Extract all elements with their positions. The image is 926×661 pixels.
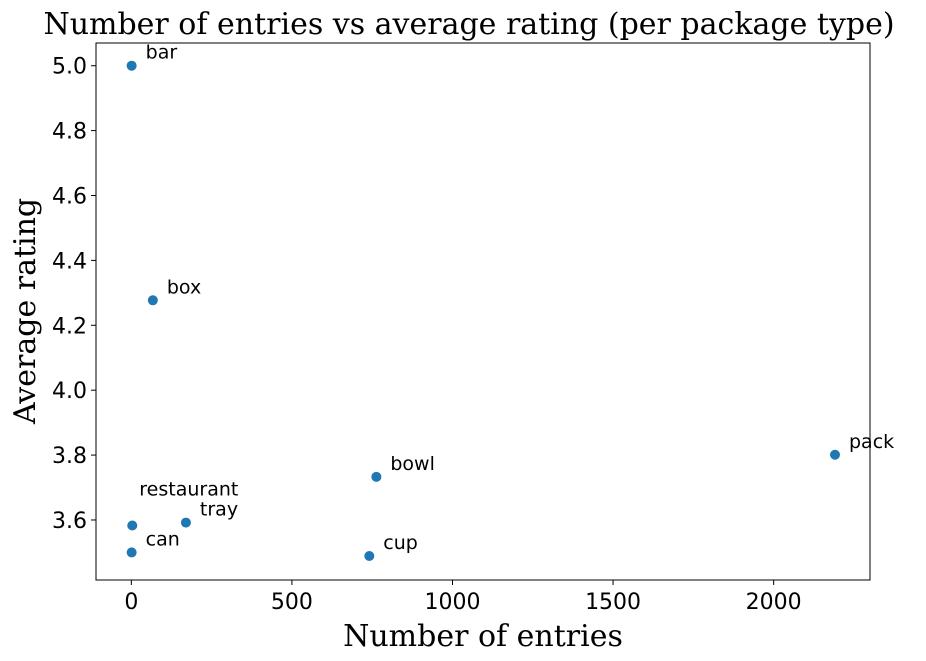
x-tick-label: 2000 bbox=[746, 590, 802, 615]
point-label-bowl: bowl bbox=[390, 453, 435, 475]
y-tick-label: 4.8 bbox=[52, 120, 87, 145]
scatter-point-box bbox=[147, 295, 158, 306]
y-tick-label: 3.6 bbox=[52, 509, 87, 534]
y-tick-label: 4.4 bbox=[52, 249, 87, 274]
scatter-point-tray bbox=[180, 517, 191, 528]
point-label-restaurant: restaurant bbox=[139, 478, 238, 500]
point-label-pack: pack bbox=[849, 431, 894, 453]
y-axis-ticks: 3.6 3.8 4.0 4.2 4.4 4.6 4.8 5.0 bbox=[52, 55, 96, 534]
point-label-box: box bbox=[167, 276, 201, 298]
x-axis-label: Number of entries bbox=[343, 619, 623, 654]
y-tick-label: 5.0 bbox=[52, 55, 87, 80]
x-axis-ticks: 0 500 1000 1500 2000 bbox=[124, 580, 802, 615]
scatter-point-can bbox=[126, 547, 137, 558]
chart-title: Number of entries vs average rating (per… bbox=[43, 7, 894, 42]
point-label-tray: tray bbox=[200, 499, 238, 521]
x-tick-label: 1000 bbox=[424, 590, 480, 615]
y-axis-label: Average rating bbox=[8, 198, 43, 425]
point-label-bar: bar bbox=[146, 42, 178, 64]
scatter-point-bowl bbox=[371, 471, 382, 482]
y-tick-label: 3.8 bbox=[52, 444, 87, 469]
point-label-can: can bbox=[146, 528, 180, 550]
y-tick-label: 4.0 bbox=[52, 379, 87, 404]
x-tick-label: 500 bbox=[271, 590, 313, 615]
point-label-cup: cup bbox=[383, 532, 418, 554]
scatter-point-restaurant bbox=[127, 520, 138, 531]
x-tick-label: 0 bbox=[124, 590, 138, 615]
scatter-point-pack bbox=[829, 449, 840, 460]
scatter-points bbox=[126, 60, 840, 561]
y-tick-label: 4.2 bbox=[52, 314, 87, 339]
scatter-point-bar bbox=[126, 60, 137, 71]
x-tick-label: 1500 bbox=[585, 590, 641, 615]
plot-area-frame bbox=[95, 42, 871, 581]
y-tick-label: 4.6 bbox=[52, 185, 87, 210]
scatter-point-cup bbox=[364, 550, 375, 561]
